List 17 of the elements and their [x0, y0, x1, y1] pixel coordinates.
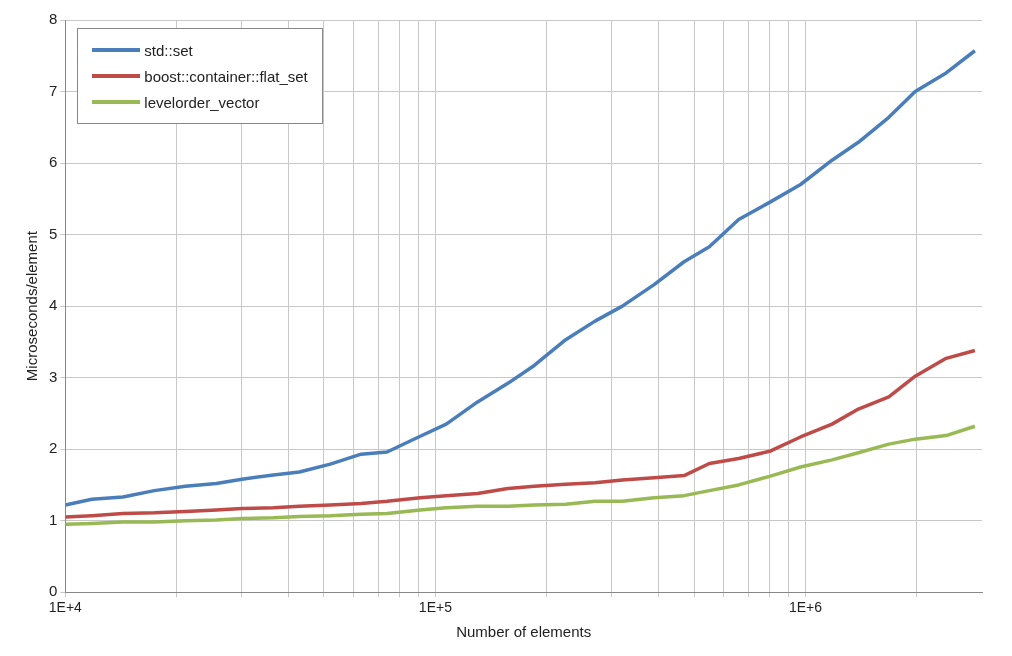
- x-tick-label: 1E+5: [418, 599, 453, 616]
- x-tick-label: 1E+6: [788, 599, 823, 616]
- y-axis-title: Microseconds/element: [23, 230, 41, 382]
- y-tick-label: 6: [49, 153, 58, 171]
- x-tick-label: 1E+4: [48, 599, 83, 616]
- legend-label: boost::container::flat_set: [144, 67, 308, 85]
- y-tick-label: 4: [49, 296, 58, 314]
- y-tick-label: 0: [49, 582, 58, 600]
- y-tick-label: 8: [49, 10, 58, 28]
- legend-label: levelorder_vector: [144, 93, 260, 111]
- y-tick-label: 1: [49, 510, 58, 528]
- y-tick-label: 3: [49, 367, 58, 385]
- y-tick-label: 7: [49, 81, 58, 99]
- x-axis-title: Number of elements: [456, 623, 592, 641]
- y-tick-label: 2: [49, 439, 58, 457]
- y-tick-label: 5: [49, 224, 58, 242]
- legend-label: std::set: [144, 41, 193, 59]
